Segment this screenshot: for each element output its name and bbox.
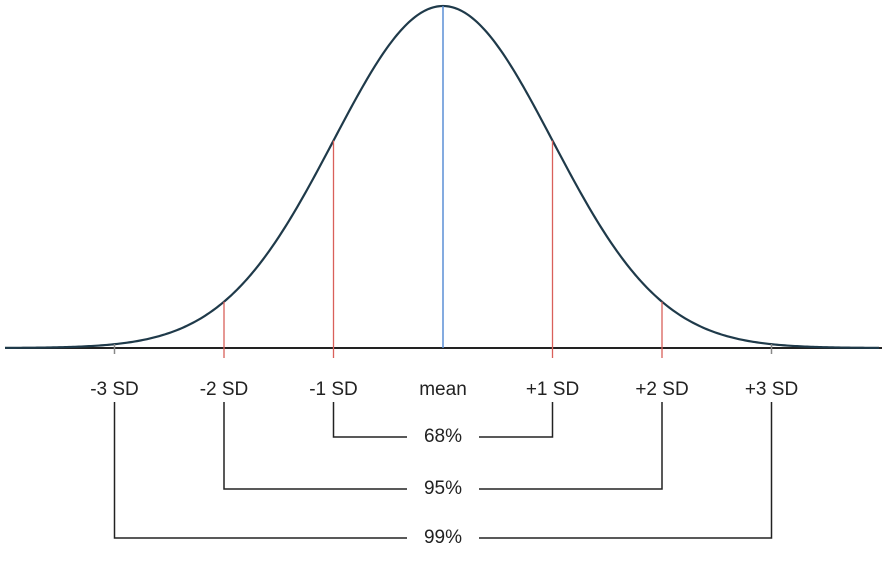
interval-label: 68% [424, 426, 462, 447]
axis-label: -2 SD [200, 379, 249, 400]
axis-label: +2 SD [635, 379, 688, 400]
axis-label: +1 SD [526, 379, 579, 400]
interval-bracket [113, 402, 773, 539]
axis-label: mean [419, 379, 467, 400]
interval-bracket [332, 402, 554, 438]
bell-curve [4, 4, 880, 349]
interval-bracket [223, 402, 663, 490]
axis-label: +3 SD [745, 379, 798, 400]
interval-label: 95% [424, 478, 462, 499]
axis-label: -3 SD [90, 379, 139, 400]
interval-label: 99% [424, 527, 462, 548]
axis-label: -1 SD [309, 379, 358, 400]
